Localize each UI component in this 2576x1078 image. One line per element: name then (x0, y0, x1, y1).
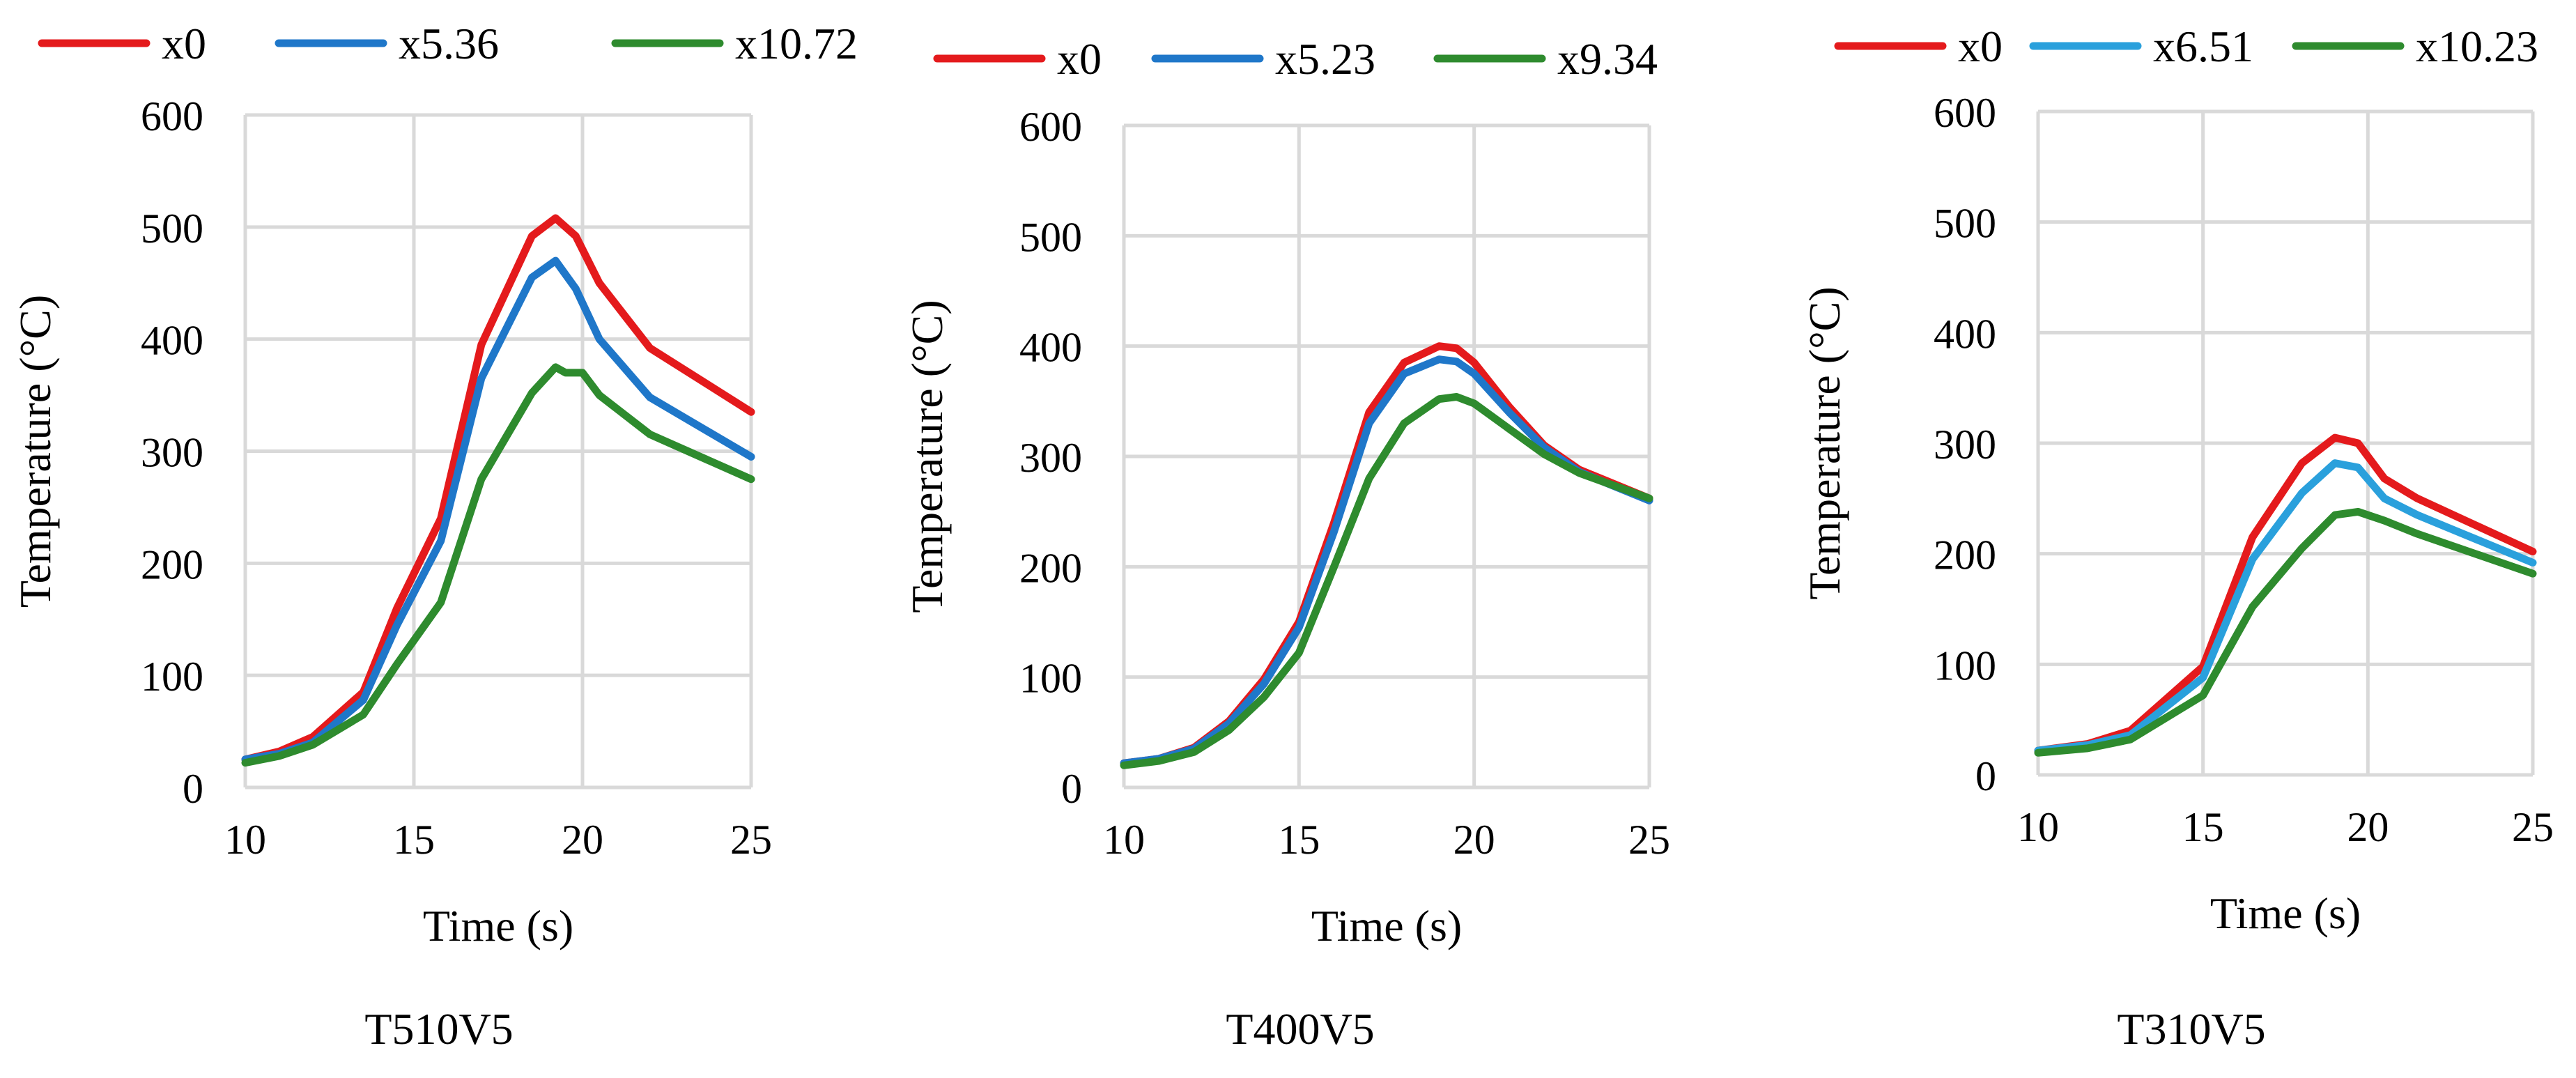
legend-label: x0 (1057, 34, 1102, 84)
legend-label: x6.51 (2153, 22, 2253, 71)
series-line-x5.23 (1120, 355, 1653, 767)
x-tick-label: 20 (1453, 817, 1495, 863)
y-tick-label: 0 (1061, 766, 1082, 812)
x-axis-label: Time (s) (1311, 901, 1462, 950)
y-tick-label: 300 (1934, 422, 1996, 468)
y-tick-label: 200 (141, 541, 203, 587)
y-axis-label: Temperature (°C) (902, 300, 952, 613)
series-line-x10.72 (241, 363, 755, 767)
y-tick-label: 600 (141, 93, 203, 139)
y-tick-label: 100 (1934, 642, 1996, 688)
x-tick-label: 25 (730, 817, 772, 863)
x-tick-label: 10 (224, 817, 266, 863)
x-tick-label: 15 (1278, 817, 1320, 863)
x-tick-label: 10 (1103, 817, 1145, 863)
series-line-x0 (2034, 433, 2537, 755)
chart-1: 0 100 200 300 400 500 600 10 15 20 25 Time (s) Tempe… (10, 19, 858, 950)
legend-label: x9.34 (1557, 34, 1658, 84)
legend-label: x10.23 (2416, 22, 2538, 71)
chart-3-caption: T310V5 (2117, 1004, 2266, 1054)
y-tick-label: 100 (1019, 656, 1082, 702)
legend-label: x0 (162, 19, 206, 68)
legend-label: x0 (1958, 22, 2003, 71)
y-tick-label: 400 (1934, 311, 1996, 357)
x-tick-label: 20 (562, 817, 603, 863)
y-axis-label: Temperature (°C) (1800, 286, 1849, 599)
series-line-x9.34 (1120, 393, 1653, 769)
legend-label: x10.72 (735, 19, 858, 68)
x-axis-label: Time (s) (2210, 888, 2361, 938)
series-line-x6.51 (2034, 459, 2537, 755)
chart-2-caption: T400V5 (1226, 1004, 1375, 1054)
y-tick-label: 500 (1934, 201, 1996, 247)
x-tick-label: 10 (2017, 804, 2059, 850)
y-tick-label: 100 (141, 654, 203, 700)
y-tick-label: 0 (1975, 753, 1996, 799)
y-tick-label: 300 (1019, 435, 1082, 481)
y-tick-label: 200 (1019, 545, 1082, 591)
x-tick-label: 20 (2347, 804, 2389, 850)
chart-2: 0 100 200 300 400 500 600 10 15 20 25 Time (s) Tempe… (902, 34, 1670, 950)
y-tick-label: 500 (141, 206, 203, 252)
series-line-x0 (241, 214, 755, 764)
series-line-x0 (1120, 342, 1653, 767)
y-tick-label: 0 (183, 766, 203, 812)
legend-label: x5.36 (399, 19, 499, 68)
chart-1-caption: T510V5 (364, 1004, 514, 1054)
y-tick-label: 300 (141, 430, 203, 476)
y-tick-label: 400 (1019, 325, 1082, 371)
x-tick-label: 15 (393, 817, 435, 863)
x-tick-label: 15 (2182, 804, 2224, 850)
x-tick-label: 25 (1628, 817, 1670, 863)
y-tick-label: 400 (141, 318, 203, 364)
series-line-x5.36 (241, 256, 755, 764)
x-tick-label: 25 (2512, 804, 2554, 850)
y-tick-label: 200 (1934, 532, 1996, 578)
legend-label: x5.23 (1275, 34, 1375, 84)
y-tick-label: 600 (1934, 90, 1996, 136)
series-line-x10.23 (2034, 507, 2537, 757)
y-axis-label: Temperature (°C) (10, 295, 60, 608)
y-tick-label: 500 (1019, 214, 1082, 260)
y-tick-label: 600 (1019, 104, 1082, 150)
chart-3: 0 100 200 300 400 500 600 10 15 20 25 Time (s) Tempe… (1800, 22, 2554, 938)
x-axis-label: Time (s) (423, 901, 573, 950)
